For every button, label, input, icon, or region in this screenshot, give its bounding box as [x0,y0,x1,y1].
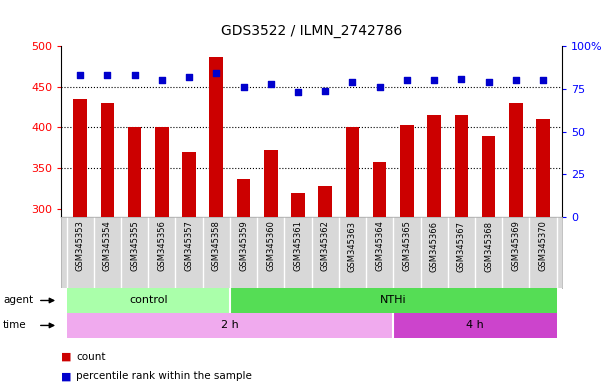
Bar [455,115,468,217]
Text: ■: ■ [61,352,71,362]
Point [266,81,276,87]
Text: GSM345361: GSM345361 [293,220,302,271]
Point [239,84,249,90]
Point [293,89,303,95]
Bar [373,162,387,217]
Text: percentile rank within the sample: percentile rank within the sample [76,371,252,381]
Bar [128,127,141,217]
Bar [346,127,359,217]
Text: GSM345354: GSM345354 [103,220,112,271]
Text: agent: agent [3,295,33,306]
Text: time: time [3,320,27,331]
Text: GSM345366: GSM345366 [430,220,439,271]
Text: GDS3522 / ILMN_2742786: GDS3522 / ILMN_2742786 [221,25,402,38]
Text: control: control [129,295,167,306]
Bar [427,115,441,217]
Bar [182,152,196,217]
Text: GSM345353: GSM345353 [76,220,85,271]
Point [103,72,112,78]
Text: GSM345368: GSM345368 [484,220,493,271]
Text: GSM345362: GSM345362 [321,220,330,271]
Text: GSM345369: GSM345369 [511,220,521,271]
Text: ■: ■ [61,371,71,381]
Bar [393,313,557,338]
Bar [67,288,230,313]
Text: GSM345356: GSM345356 [158,220,166,271]
Point [538,77,548,83]
Bar [536,119,550,217]
Bar [318,186,332,217]
Text: count: count [76,352,106,362]
Text: GSM345359: GSM345359 [239,220,248,271]
Bar [482,136,496,217]
Point [184,74,194,80]
Text: GSM345355: GSM345355 [130,220,139,271]
Text: 4 h: 4 h [466,320,484,331]
Text: GSM345357: GSM345357 [185,220,194,271]
Text: GSM345365: GSM345365 [403,220,411,271]
Bar [101,103,114,217]
Point [157,77,167,83]
Point [484,79,494,85]
Bar [155,127,169,217]
Text: GSM345364: GSM345364 [375,220,384,271]
Text: GSM345370: GSM345370 [538,220,547,271]
Text: 2 h: 2 h [221,320,239,331]
Point [320,88,330,94]
Point [402,77,412,83]
Point [130,72,139,78]
Bar [210,57,223,217]
Point [456,76,466,82]
Bar [67,313,393,338]
Bar [400,125,414,217]
Point [211,70,221,76]
Bar [236,179,251,217]
Bar [264,150,277,217]
Bar [291,192,305,217]
Text: GSM345363: GSM345363 [348,220,357,271]
Point [430,77,439,83]
Bar [230,288,557,313]
Bar [509,103,522,217]
Text: GSM345360: GSM345360 [266,220,276,271]
Text: GSM345367: GSM345367 [457,220,466,271]
Bar [73,99,87,217]
Point [348,79,357,85]
Point [75,72,85,78]
Point [511,77,521,83]
Point [375,84,384,90]
Text: GSM345358: GSM345358 [212,220,221,271]
Text: NTHi: NTHi [380,295,406,306]
